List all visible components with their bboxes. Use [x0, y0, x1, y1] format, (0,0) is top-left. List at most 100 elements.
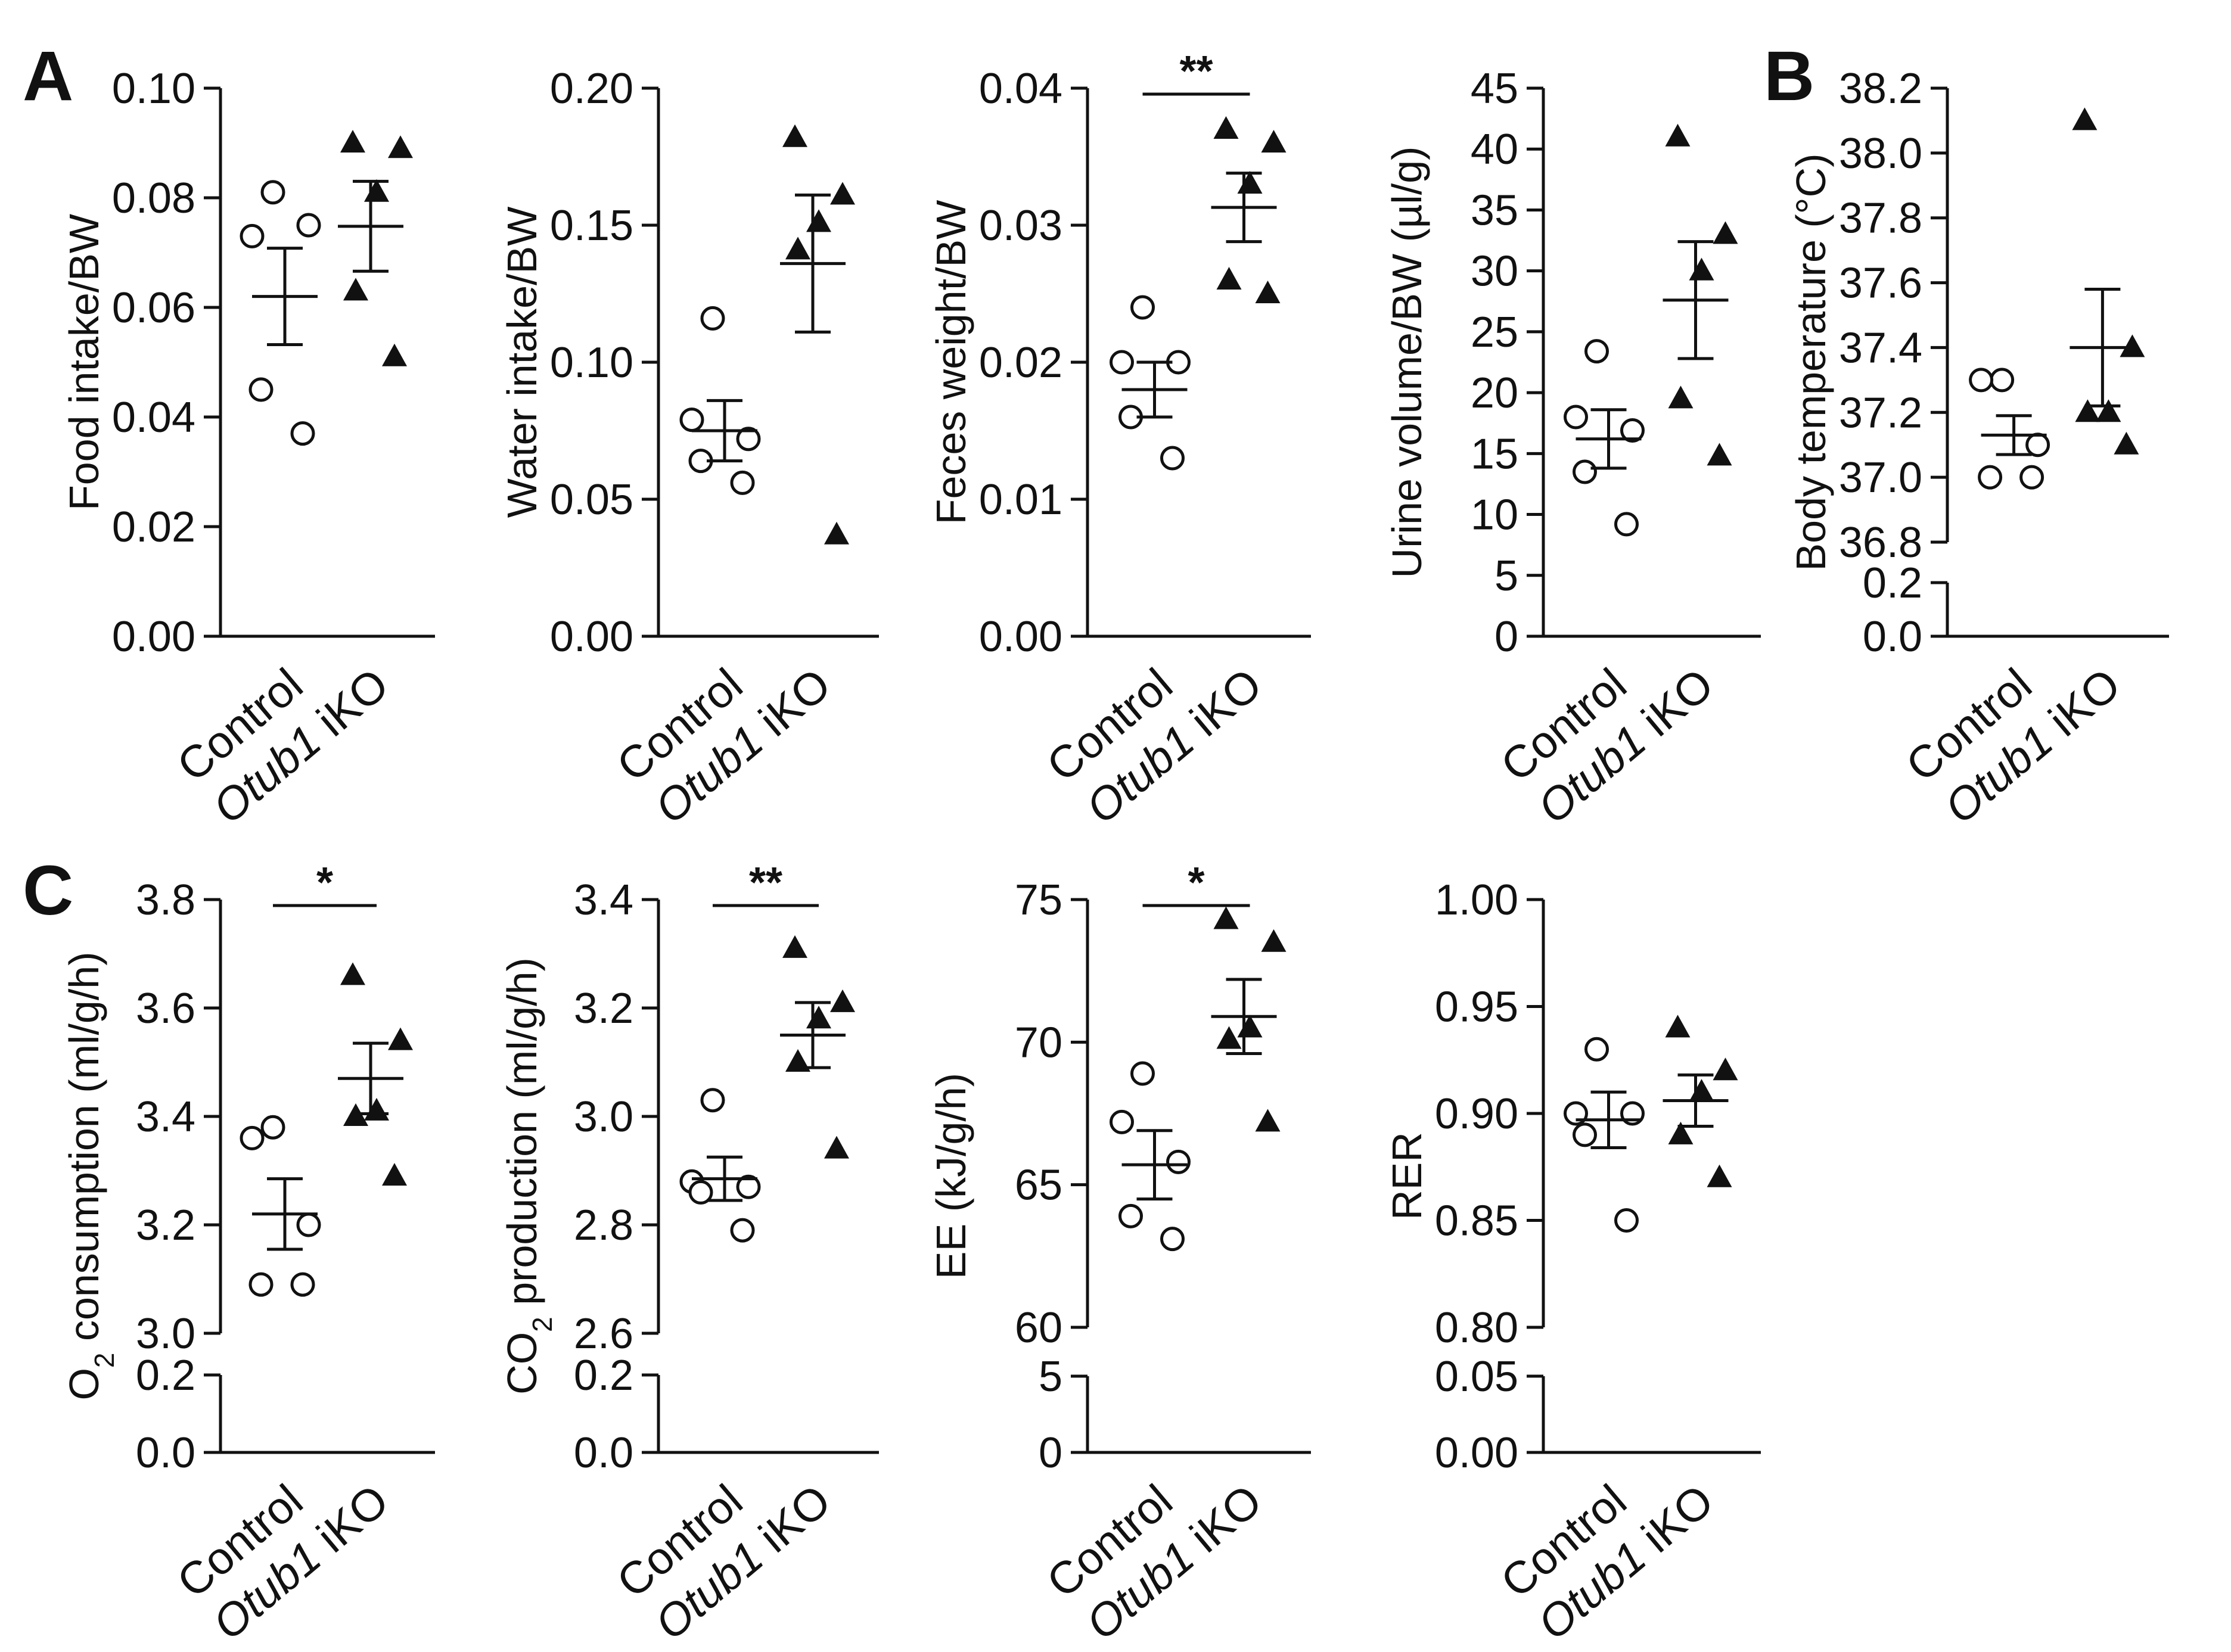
chart-3-otub1-iko-point	[1255, 281, 1281, 303]
chart-1-y-tick-label: 0.10	[112, 65, 195, 113]
chart-7-y-axis-label: CO2 production (ml/g/h)	[499, 957, 558, 1395]
chart-6-otub1-iko-point	[382, 1163, 407, 1186]
chart-2-control-point	[730, 470, 755, 495]
chart-2-y-tick-label: 0.00	[550, 613, 633, 661]
chart-9-control-point	[1584, 1037, 1609, 1062]
chart-6-control-point	[260, 1115, 285, 1140]
chart-8-y-upper-tick-label: 60	[1015, 1304, 1062, 1352]
chart-5-y-upper-tick-label: 37.4	[1839, 324, 1922, 372]
chart-7-y-upper-tick-label: 3.2	[574, 985, 633, 1032]
chart-1-otub1-iko-point	[340, 130, 365, 153]
chart-6-y-upper-tick-label: 3.0	[136, 1310, 195, 1358]
chart-4-control-point	[1573, 459, 1597, 484]
chart-3-otub1-iko-point	[1213, 116, 1239, 139]
chart-7-y-lower-tick-label: 0.2	[574, 1352, 633, 1399]
chart-4-y-tick-label: 30	[1471, 248, 1518, 295]
chart-1-y-axis-label: Food intake/BW	[61, 214, 107, 511]
chart-1-y-tick-label: 0.08	[112, 175, 195, 222]
chart-2-y-tick-label: 0.20	[550, 65, 633, 113]
chart-5-y-upper-tick-label: 38.0	[1839, 130, 1922, 178]
chart-8-control-point	[1110, 1109, 1134, 1134]
chart-7-otub1-iko-point	[824, 1135, 849, 1159]
chart-4-y-axis-label: Urine volume/BW (µl/g)	[1384, 147, 1430, 578]
chart-6-y-lower-tick-label: 0.2	[136, 1352, 195, 1399]
chart-6-otub1-iko-point	[364, 1097, 389, 1121]
chart-9-y-upper-tick-label: 0.95	[1435, 984, 1518, 1031]
chart-1-control-point	[296, 213, 321, 238]
chart-8-control-point	[1160, 1227, 1185, 1252]
chart-5-y-upper-tick-label: 37.2	[1839, 389, 1922, 437]
chart-3-significance-stars: **	[1179, 48, 1213, 95]
chart-7-otub1-iko-point	[782, 935, 807, 958]
chart-5-y-upper-tick-label: 37.0	[1839, 454, 1922, 502]
panel-letter-c: C	[23, 851, 73, 930]
chart-8-y-axis-label: EE (kJ/g/h)	[928, 1073, 974, 1279]
chart-8-significance-stars: *	[1188, 859, 1204, 907]
chart-9-y-lower-tick-label: 0.00	[1435, 1429, 1518, 1477]
chart-2-otub1-iko-point	[782, 124, 807, 147]
chart-2-y-tick-label: 0.15	[550, 202, 633, 250]
chart-3-otub1-iko-point	[1261, 130, 1287, 153]
chart-6-otub1-iko-point	[340, 962, 365, 985]
chart-9-otub1-iko-point	[1665, 1015, 1691, 1038]
chart-4-y-tick-label: 20	[1471, 369, 1518, 417]
chart-4-control-point	[1620, 418, 1645, 443]
chart-1-control-point	[260, 180, 285, 205]
chart-6-control-point	[290, 1272, 315, 1297]
chart-2-y-tick-label: 0.05	[550, 476, 633, 524]
chart-4-otub1-iko-point	[1707, 443, 1732, 466]
chart-9-y-upper-tick-label: 0.90	[1435, 1090, 1518, 1138]
chart-2-y-axis-label: Water intake/BW	[499, 207, 545, 518]
chart-9-otub1-iko-point	[1713, 1057, 1738, 1081]
chart-7-control-point	[730, 1218, 755, 1243]
chart-5-otub1-iko-point	[2075, 399, 2101, 422]
chart-1-otub1-iko-point	[388, 135, 413, 158]
chart-5-control-point	[1990, 368, 2015, 393]
chart-4-y-tick-label: 0	[1494, 613, 1518, 661]
chart-2-otub1-iko-point	[824, 521, 849, 545]
chart-5-y-lower-tick-label: 0.0	[1863, 613, 1922, 661]
chart-1-control-point	[290, 421, 315, 446]
chart-4-otub1-iko-point	[1713, 221, 1738, 244]
chart-8-control-point	[1118, 1203, 1143, 1228]
chart-5-otub1-iko-point	[2120, 334, 2145, 357]
chart-8-otub1-iko-point	[1213, 906, 1239, 929]
chart-3-control-point	[1110, 350, 1134, 375]
chart-3-control-point	[1160, 446, 1185, 471]
chart-8-y-upper-tick-label: 75	[1015, 876, 1062, 924]
chart-4-otub1-iko-point	[1689, 257, 1714, 281]
chart-7-y-upper-tick-label: 3.0	[574, 1093, 633, 1141]
chart-3-otub1-iko-point	[1216, 267, 1242, 290]
chart-1-otub1-iko-point	[382, 343, 407, 366]
chart-8-y-lower-tick-label: 0	[1039, 1429, 1062, 1477]
chart-2-y-tick-label: 0.10	[550, 339, 633, 387]
chart-4-control-point	[1614, 512, 1639, 537]
chart-8-control-point	[1166, 1149, 1191, 1174]
chart-8-otub1-iko-point	[1216, 1026, 1242, 1049]
chart-4-y-tick-label: 15	[1471, 430, 1518, 478]
chart-1-y-tick-label: 0.04	[112, 394, 195, 441]
chart-7-control-point	[700, 1088, 725, 1113]
chart-2-control-point	[736, 427, 761, 452]
chart-9-otub1-iko-point	[1668, 1121, 1694, 1144]
chart-1-control-point	[248, 377, 274, 402]
chart-5-y-axis-label: Body temperature (°C)	[1788, 153, 1834, 571]
chart-7-control-point	[736, 1174, 761, 1199]
chart-5-y-upper-tick-label: 37.8	[1839, 195, 1922, 242]
chart-2-control-point	[700, 306, 725, 331]
chart-9-otub1-iko-point	[1689, 1079, 1714, 1102]
chart-9-control-point	[1573, 1122, 1597, 1147]
chart-9-y-upper-tick-label: 0.85	[1435, 1197, 1518, 1245]
chart-6-significance-stars: *	[316, 859, 333, 907]
chart-9-y-upper-tick-label: 1.00	[1435, 876, 1518, 924]
chart-7-control-point	[688, 1180, 713, 1205]
chart-1-y-tick-label: 0.06	[112, 284, 195, 332]
chart-5-control-point	[2019, 465, 2044, 490]
chart-6-control-point	[240, 1125, 265, 1150]
chart-6-control-point	[296, 1212, 321, 1237]
chart-6-otub1-iko-point	[388, 1027, 413, 1050]
chart-7-y-upper-tick-label: 2.8	[574, 1202, 633, 1249]
chart-4-y-tick-label: 10	[1471, 491, 1518, 539]
chart-6-y-upper-tick-label: 3.8	[136, 876, 195, 924]
chart-6-control-point	[248, 1272, 274, 1297]
